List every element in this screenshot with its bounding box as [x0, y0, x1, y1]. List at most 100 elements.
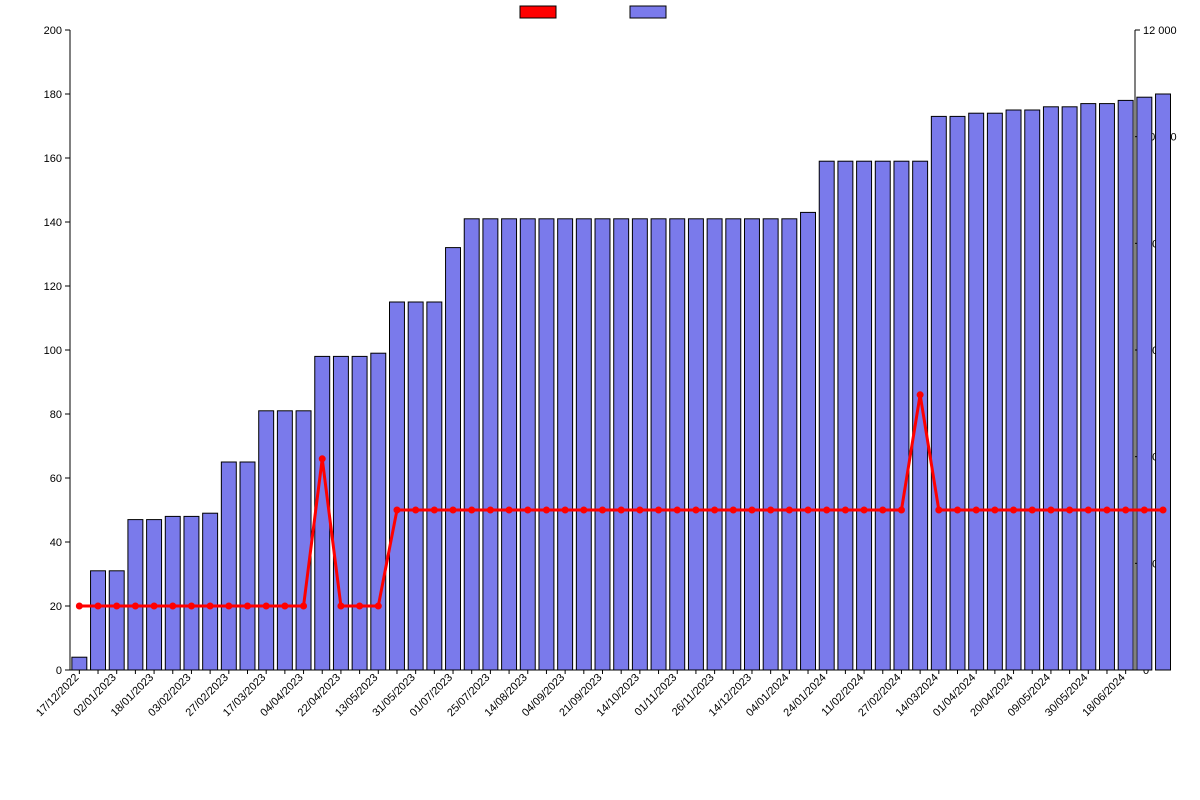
bar: [147, 520, 162, 670]
bar: [277, 411, 292, 670]
line-marker: [1141, 507, 1147, 513]
bar: [1062, 107, 1077, 670]
line-marker: [170, 603, 176, 609]
bar: [464, 219, 479, 670]
line-marker: [562, 507, 568, 513]
bar: [109, 571, 124, 670]
left-axis-tick-label: 20: [50, 601, 62, 613]
line-marker: [842, 507, 848, 513]
line-marker: [1160, 507, 1166, 513]
bar: [1025, 110, 1040, 670]
line-marker: [917, 392, 923, 398]
bar: [670, 219, 685, 670]
bar: [558, 219, 573, 670]
line-marker: [600, 507, 606, 513]
bar: [539, 219, 554, 670]
line-marker: [992, 507, 998, 513]
line-marker: [824, 507, 830, 513]
line-marker: [319, 456, 325, 462]
line-marker: [749, 507, 755, 513]
bar: [913, 161, 928, 670]
bar: [1043, 107, 1058, 670]
line-marker: [1048, 507, 1054, 513]
line-marker: [394, 507, 400, 513]
line-marker: [282, 603, 288, 609]
line-marker: [730, 507, 736, 513]
line-marker: [1104, 507, 1110, 513]
left-axis-tick-label: 120: [44, 281, 62, 293]
bar: [688, 219, 703, 670]
line-marker: [1067, 507, 1073, 513]
legend-swatch: [630, 6, 666, 18]
line-marker: [543, 507, 549, 513]
line-marker: [207, 603, 213, 609]
line-marker: [506, 507, 512, 513]
bar: [763, 219, 778, 670]
line-marker: [581, 507, 587, 513]
line-marker: [487, 507, 493, 513]
bar: [371, 353, 386, 670]
legend-swatch: [520, 6, 556, 18]
line-marker: [413, 507, 419, 513]
bar: [72, 657, 87, 670]
line-marker: [151, 603, 157, 609]
bar: [632, 219, 647, 670]
line-marker: [637, 507, 643, 513]
line-marker: [226, 603, 232, 609]
line-marker: [805, 507, 811, 513]
bar: [259, 411, 274, 670]
right-axis-tick-label: 12 000: [1143, 25, 1177, 37]
line-marker: [656, 507, 662, 513]
line-marker: [861, 507, 867, 513]
line-marker: [880, 507, 886, 513]
bar: [446, 248, 461, 670]
line-marker: [786, 507, 792, 513]
bar: [91, 571, 106, 670]
bar: [726, 219, 741, 670]
line-marker: [955, 507, 961, 513]
left-axis-tick-label: 80: [50, 409, 62, 421]
line-marker: [431, 507, 437, 513]
bar: [502, 219, 517, 670]
bar: [819, 161, 834, 670]
bar: [707, 219, 722, 670]
line-marker: [114, 603, 120, 609]
bar: [1006, 110, 1021, 670]
bar: [203, 513, 218, 670]
line-marker: [76, 603, 82, 609]
bar: [483, 219, 498, 670]
line-marker: [132, 603, 138, 609]
bar: [857, 161, 872, 670]
left-axis-tick-label: 60: [50, 473, 62, 485]
line-marker: [525, 507, 531, 513]
bar: [352, 356, 367, 670]
bar: [315, 356, 330, 670]
bar: [1100, 104, 1115, 670]
line-marker: [693, 507, 699, 513]
bar: [296, 411, 311, 670]
left-axis-tick-label: 160: [44, 153, 62, 165]
left-axis-tick-label: 180: [44, 89, 62, 101]
bar: [1156, 94, 1171, 670]
left-axis-tick-label: 200: [44, 25, 62, 37]
bar: [1118, 100, 1133, 670]
bar: [221, 462, 236, 670]
line-marker: [357, 603, 363, 609]
bar: [614, 219, 629, 670]
line-marker: [712, 507, 718, 513]
bar: [333, 356, 348, 670]
bar: [950, 116, 965, 670]
line-marker: [973, 507, 979, 513]
bar: [931, 116, 946, 670]
line-marker: [95, 603, 101, 609]
line-marker: [1011, 507, 1017, 513]
bar: [408, 302, 423, 670]
line-marker: [245, 603, 251, 609]
bar: [801, 212, 816, 670]
bar: [1137, 97, 1152, 670]
bar: [782, 219, 797, 670]
line-marker: [674, 507, 680, 513]
line-marker: [618, 507, 624, 513]
bar: [987, 113, 1002, 670]
bar: [390, 302, 405, 670]
